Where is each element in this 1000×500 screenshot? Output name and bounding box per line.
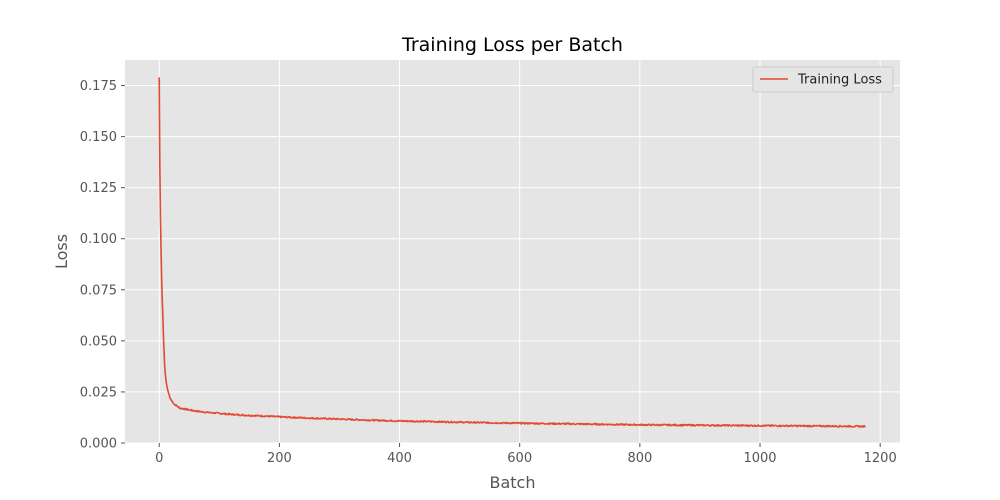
y-tick-label: 0.125 [80,181,117,196]
x-tick-label: 1200 [864,451,897,466]
chart-title: Training Loss per Batch [401,34,623,56]
x-tick-label: 1000 [743,451,776,466]
y-tick-label: 0.025 [80,385,117,400]
x-axis-title: Batch [490,473,536,492]
x-tick-label: 400 [387,451,412,466]
x-tick-label: 800 [627,451,652,466]
x-tick-label: 0 [155,451,163,466]
grid-lines [125,60,900,444]
series-line-training-loss [158,77,866,428]
y-axis-ticks: 0.000 0.025 0.050 0.075 0.100 0.125 0.150 0.175 [80,79,125,452]
y-tick-label: 0.150 [80,130,117,145]
y-tick-label: 0.175 [80,79,117,94]
legend-box [752,66,894,93]
plot-background [125,60,900,443]
y-tick-label: 0.100 [80,232,117,247]
y-tick-label: 0.050 [80,334,117,349]
legend: Training Loss [752,66,894,93]
x-tick-label: 600 [507,451,532,466]
legend-label-training-loss: Training Loss [797,73,882,88]
series-layer [158,77,866,428]
y-axis-title: Loss [52,234,71,269]
x-axis-ticks: 0 200 400 600 800 1000 1200 [155,443,897,466]
y-tick-label: 0.075 [80,283,117,298]
y-tick-label: 0.000 [80,437,117,452]
x-tick-label: 200 [267,451,292,466]
